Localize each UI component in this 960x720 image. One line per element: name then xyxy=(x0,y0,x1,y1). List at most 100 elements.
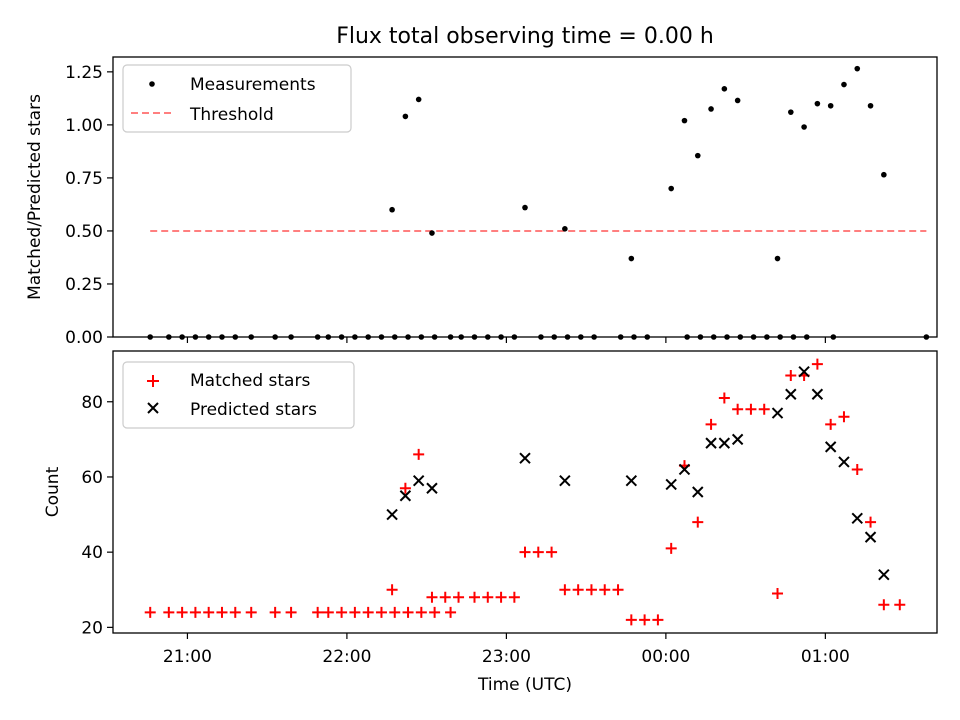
measurement-point xyxy=(429,230,435,236)
matched-stars-point xyxy=(216,606,228,618)
measurement-point xyxy=(352,334,358,340)
matched-stars-point xyxy=(639,614,651,626)
legend-threshold-label: Threshold xyxy=(189,105,274,125)
ratio-y-tick-label: 1.00 xyxy=(65,116,103,136)
measurement-point xyxy=(684,334,690,340)
count-x-axis: 21:00 22:00 23:00 00:00 01:00 xyxy=(163,633,850,667)
predicted-stars-point xyxy=(824,441,837,453)
measurement-point xyxy=(147,334,154,340)
measurement-point xyxy=(737,334,744,340)
measurement-point xyxy=(721,86,728,92)
ratio-y-tick-label: 0.50 xyxy=(65,222,103,242)
measurement-point xyxy=(538,334,544,340)
ratio-series xyxy=(147,65,930,340)
measurement-point xyxy=(694,152,701,159)
matched-stars-point xyxy=(495,591,507,603)
matched-stars-point xyxy=(349,606,361,618)
measurement-point xyxy=(644,334,651,340)
matched-stars-point xyxy=(692,516,704,528)
measurement-point xyxy=(232,334,239,340)
matched-stars-point xyxy=(732,403,744,415)
count-legend-box xyxy=(122,361,355,429)
measurement-point xyxy=(801,124,807,130)
legend-matched-marker xyxy=(147,375,159,387)
measurement-point xyxy=(628,255,635,262)
matched-stars-point xyxy=(785,369,797,381)
legend-measurements-label: Measurements xyxy=(190,75,316,95)
matched-stars-point xyxy=(176,606,188,618)
matched-stars-point xyxy=(189,606,201,618)
measurement-point xyxy=(841,81,847,88)
matched-stars-point xyxy=(745,403,757,415)
measurement-point xyxy=(389,206,395,213)
measurement-point xyxy=(551,334,558,340)
measurement-point xyxy=(764,334,770,340)
measurement-point xyxy=(710,334,717,340)
measurement-point xyxy=(830,334,837,340)
measurement-point xyxy=(617,334,624,340)
ratio-y-tick-label: 0.75 xyxy=(65,169,103,189)
predicted-stars-point xyxy=(731,433,744,446)
predicted-stars-point xyxy=(426,482,438,494)
matched-stars-point xyxy=(585,584,597,596)
legend-predicted-marker xyxy=(147,402,159,414)
matched-stars-point xyxy=(389,606,401,618)
predicted-stars-point xyxy=(678,463,691,476)
measurement-point xyxy=(867,102,874,109)
predicted-stars-point xyxy=(718,437,731,449)
legend-matched-label: Matched stars xyxy=(190,371,310,391)
predicted-stars-point xyxy=(798,365,810,378)
ratio-y-tick-label: 0.00 xyxy=(65,328,103,348)
measurement-point xyxy=(314,334,321,340)
matched-stars-point xyxy=(652,614,664,626)
count-legend: Matched stars Predicted stars xyxy=(122,361,355,429)
measurement-point xyxy=(724,334,730,340)
measurement-point xyxy=(681,117,688,124)
matched-stars-point xyxy=(851,463,863,475)
matched-stars-point xyxy=(426,591,438,603)
matched-stars-point xyxy=(245,606,257,618)
measurement-point xyxy=(418,334,425,340)
matched-stars-point xyxy=(665,542,677,554)
measurement-point xyxy=(881,171,887,178)
measurement-point xyxy=(734,97,741,104)
x-tick-label: 23:00 xyxy=(482,647,531,667)
measurement-point xyxy=(578,334,584,340)
measurement-point xyxy=(697,334,704,340)
predicted-stars-point xyxy=(399,490,412,502)
measurement-point xyxy=(325,334,332,340)
matched-stars-point xyxy=(203,606,215,618)
matched-stars-point xyxy=(718,392,730,404)
measurement-point xyxy=(447,334,454,340)
matched-stars-point xyxy=(838,411,850,423)
measurement-point xyxy=(415,96,422,103)
count-y-tick-label: 60 xyxy=(81,468,103,488)
measurement-point xyxy=(458,334,465,340)
predicted-stars-point xyxy=(864,531,877,543)
chart-title: Flux total observing time = 0.00 h xyxy=(336,24,714,49)
predicted-stars-point xyxy=(665,478,677,491)
predicted-stars-point xyxy=(785,388,797,400)
x-tick-label: 01:00 xyxy=(801,647,850,667)
matched-stars-point xyxy=(772,588,784,600)
measurement-point xyxy=(288,334,294,340)
matched-stars-point xyxy=(402,606,414,618)
measurement-point xyxy=(750,334,757,340)
measurement-point xyxy=(498,334,504,340)
matched-stars-point xyxy=(572,584,584,596)
matched-stars-point xyxy=(559,584,571,596)
measurement-point xyxy=(803,334,810,340)
measurement-point xyxy=(774,255,781,262)
measurement-point xyxy=(788,109,794,115)
measurement-point xyxy=(272,334,278,340)
count-y-tick-label: 40 xyxy=(81,543,103,563)
measurement-point xyxy=(431,334,438,340)
predicted-stars-point xyxy=(519,452,531,464)
count-series xyxy=(144,358,906,626)
matched-stars-point xyxy=(415,606,427,618)
count-y-axis: 20 40 60 80 xyxy=(81,393,113,638)
matched-stars-point xyxy=(508,591,520,603)
matched-stars-point xyxy=(811,358,823,370)
matched-stars-point xyxy=(532,546,544,558)
